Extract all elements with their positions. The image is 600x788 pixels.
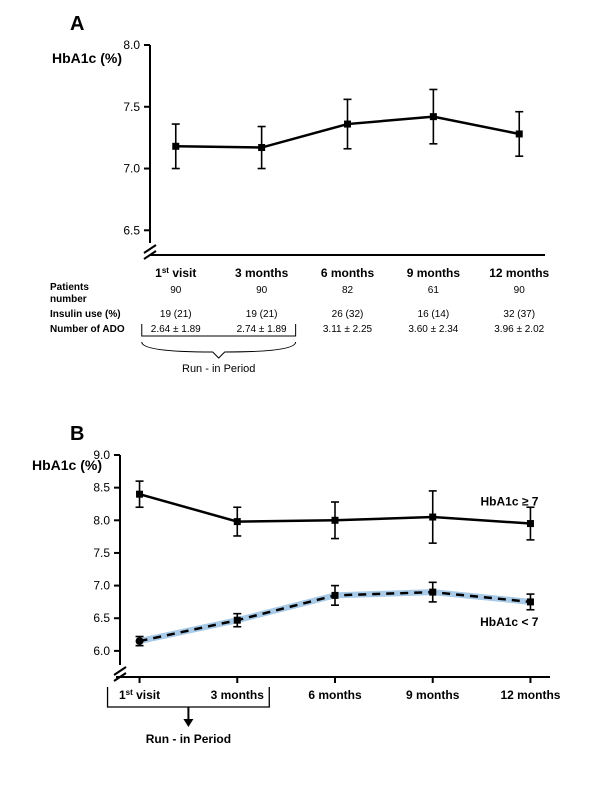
panel-a-cell: 26 (32) [332,309,364,320]
panel-b-ytick: 8.0 [93,513,110,527]
panel-a-ylabel: HbA1c (%) [52,50,122,66]
panel-a-cell: 32 (37) [503,309,535,320]
panel-b-ytick: 7.0 [93,579,110,593]
panel-b-high-marker [429,514,436,521]
panel-a-xtick: 3 months [235,266,289,280]
panel-a-cell: 90 [256,285,268,296]
panel-a-ytick: 7.0 [123,162,140,176]
panel-a-cell: 3.60 ± 2.34 [408,324,458,335]
panel-b-ylabel: HbA1c (%) [32,457,102,473]
panel-a-cell: 90 [514,285,526,296]
panel-b-runin-label: Run - in Period [146,732,231,746]
panel-b-xtick: 6 months [308,688,362,702]
panel-a-cell: 2.74 ± 1.89 [237,324,287,335]
panel-b-xtick: 1st visit [119,688,160,703]
panel-b-xtick: 3 months [211,688,265,702]
panel-a-cell: 2.64 ± 1.89 [151,324,201,335]
panel-a-cell: 19 (21) [160,309,192,320]
panel-b-high-marker [136,491,143,498]
panel-a-rowlabel: Patients [50,282,89,293]
panel-a-xtick: 6 months [321,266,375,280]
panel-a-ytick: 6.5 [123,223,140,237]
panel-b-ytick: 9.0 [93,448,110,462]
panel-b-xtick: 9 months [406,688,460,702]
panel-b-low-marker [234,617,241,624]
panel-a-rowlabel: number [50,294,87,305]
panel-b-low-marker [136,637,144,645]
panel-a-marker [172,143,179,150]
panel-a-marker [258,144,265,151]
panel-b-ytick: 6.0 [93,644,110,658]
panel-b-high-marker [234,518,241,525]
panel-a-cell: 3.11 ± 2.25 [323,324,373,335]
panel-b-low-marker [332,592,339,599]
panel-b-ytick: 7.5 [93,546,110,560]
panel-b-ytick: 6.5 [93,611,110,625]
panel-a-runin-label: Run - in Period [182,363,255,375]
panel-a-rowlabel: Number of ADO [50,324,125,335]
panel-a-cell: 16 (14) [418,309,450,320]
panel-b-low-marker [429,589,436,596]
panel-b-runin-arrow [183,719,193,727]
panel-a-xtick: 1st visit [155,266,196,281]
panel-a-cell: 3.96 ± 2.02 [494,324,544,335]
panel-a-ytick: 8.0 [123,38,140,52]
panel-a-marker [516,130,523,137]
panel-b-high-marker [527,520,534,527]
panel-a-cell: 90 [170,285,182,296]
panel-a-marker [344,121,351,128]
panel-b-low-marker [527,598,534,605]
panel-a-marker [430,113,437,120]
panel-b-label: B [70,423,84,445]
panel-b-xtick: 12 months [500,688,560,702]
panel-a-cell: 82 [342,285,354,296]
panel-b-high-label: HbA1c ≥ 7 [481,495,539,509]
panel-a-rowlabel: Insulin use (%) [50,309,121,320]
panel-a-cell: 19 (21) [246,309,278,320]
panel-a-xtick: 12 months [489,266,549,280]
panel-b-ytick: 8.5 [93,481,110,495]
panel-a-ytick: 7.5 [123,100,140,114]
panel-a-cell: 61 [428,285,440,296]
panel-a-runin-brace [142,342,296,358]
panel-b-high-marker [332,517,339,524]
panel-b-low-label: HbA1c < 7 [480,615,539,629]
panel-a-label: A [70,13,84,35]
panel-a-xtick: 9 months [407,266,461,280]
